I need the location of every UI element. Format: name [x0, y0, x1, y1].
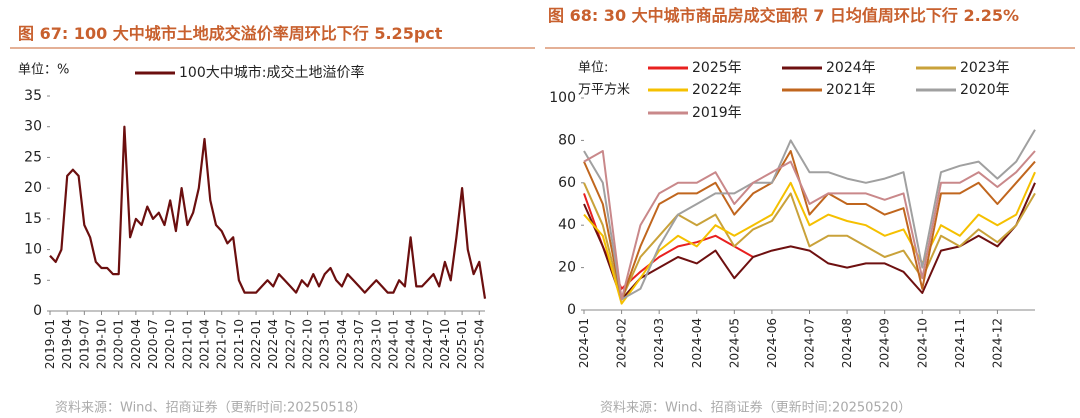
- x-tick-label: 2024-12: [990, 318, 1004, 368]
- chart-title: 图 68: 30 大中城市商品房成交面积 7 日均值周环比下行 2.25%: [548, 6, 1019, 25]
- y-tick-label: 15: [24, 211, 42, 227]
- y-tick-label: 35: [24, 88, 42, 104]
- y-tick-label: 100: [549, 90, 576, 106]
- legend-label: 2023年: [960, 60, 1010, 76]
- x-tick-label: 2024-06: [765, 318, 779, 368]
- y-tick-label: 30: [24, 119, 42, 135]
- y-tick-label: 40: [558, 217, 576, 233]
- series-line: [583, 150, 1036, 301]
- legend-label: 2021年: [826, 82, 876, 98]
- unit-label: 万平方米: [578, 82, 630, 98]
- x-tick-label: 2020-07: [146, 319, 160, 369]
- x-tick-label: 2023-04: [335, 319, 349, 369]
- x-tick-label: 2024-07: [803, 318, 817, 368]
- x-tick-label: 2021-04: [198, 319, 212, 369]
- series-line: [583, 182, 1036, 301]
- x-tick-label: 2025-01: [455, 319, 469, 369]
- chart-title: 图 67: 100 大中城市土地成交溢价率周环比下行 5.25pct: [18, 24, 443, 43]
- x-tick-label: 2024-01: [386, 319, 400, 369]
- x-tick-label: 2024-01: [577, 318, 591, 368]
- y-tick-label: 0: [567, 302, 576, 318]
- x-tick-label: 2020-04: [129, 319, 143, 369]
- y-tick-label: 25: [24, 149, 42, 165]
- x-tick-label: 2024-09: [878, 318, 892, 368]
- x-tick-label: 2024-05: [727, 318, 741, 368]
- x-tick-label: 2019-01: [43, 319, 57, 369]
- x-tick-label: 2021-07: [215, 319, 229, 369]
- x-tick-label: 2021-10: [232, 319, 246, 369]
- x-tick-label: 2024-10: [438, 319, 452, 369]
- legend-label: 2020年: [960, 82, 1010, 98]
- y-tick-label: 80: [558, 132, 576, 148]
- x-tick-label: 2024-10: [915, 318, 929, 368]
- x-tick-label: 2024-08: [840, 318, 854, 368]
- y-tick-label: 0: [33, 303, 42, 319]
- x-tick-label: 2022-04: [266, 319, 280, 369]
- y-tick-label: 60: [558, 175, 576, 191]
- series-line: [583, 129, 1036, 301]
- source: 资料来源：Wind、招商证券（更新时间:20250520）: [600, 400, 911, 416]
- legend-label: 2022年: [692, 82, 742, 98]
- x-tick-label: 2023-07: [352, 319, 366, 369]
- x-tick-label: 2021-01: [180, 319, 194, 369]
- source: 资料来源：Wind、招商证券（更新时间:20250518）: [55, 400, 366, 416]
- series-line: [583, 171, 1036, 305]
- x-tick-label: 2019-07: [77, 319, 91, 369]
- x-tick-label: 2024-03: [652, 318, 666, 368]
- x-tick-label: 2022-10: [301, 319, 315, 369]
- x-tick-label: 2024-04: [690, 318, 704, 368]
- x-tick-label: 2024-02: [615, 318, 629, 368]
- x-tick-label: 2022-07: [283, 319, 297, 369]
- x-tick-label: 2020-10: [163, 319, 177, 369]
- legend-label: 2024年: [826, 60, 876, 76]
- legend-label: 2025年: [692, 60, 742, 76]
- unit-label: 单位：%: [18, 63, 69, 78]
- x-tick-label: 2024-07: [421, 319, 435, 369]
- y-tick-label: 20: [558, 260, 576, 276]
- x-tick-label: 2023-10: [369, 319, 383, 369]
- series-line: [49, 125, 487, 299]
- x-tick-label: 2024-11: [953, 318, 967, 368]
- x-tick-label: 2020-01: [112, 319, 126, 369]
- x-tick-label: 2022-01: [249, 319, 263, 369]
- series-line: [583, 182, 1036, 301]
- y-tick-label: 20: [24, 180, 42, 196]
- legend-label: 100大中城市:成交土地溢价率: [179, 64, 364, 81]
- x-tick-label: 2025-04: [472, 319, 486, 369]
- y-tick-label: 5: [33, 272, 42, 288]
- x-tick-label: 2024-04: [404, 319, 418, 369]
- x-tick-label: 2023-01: [318, 319, 332, 369]
- legend-label: 2019年: [692, 105, 742, 121]
- y-tick-label: 10: [24, 242, 42, 258]
- x-tick-label: 2019-10: [95, 319, 109, 369]
- series-line: [583, 150, 1036, 301]
- unit-label: 单位:: [578, 61, 608, 76]
- x-tick-label: 2019-04: [60, 319, 74, 369]
